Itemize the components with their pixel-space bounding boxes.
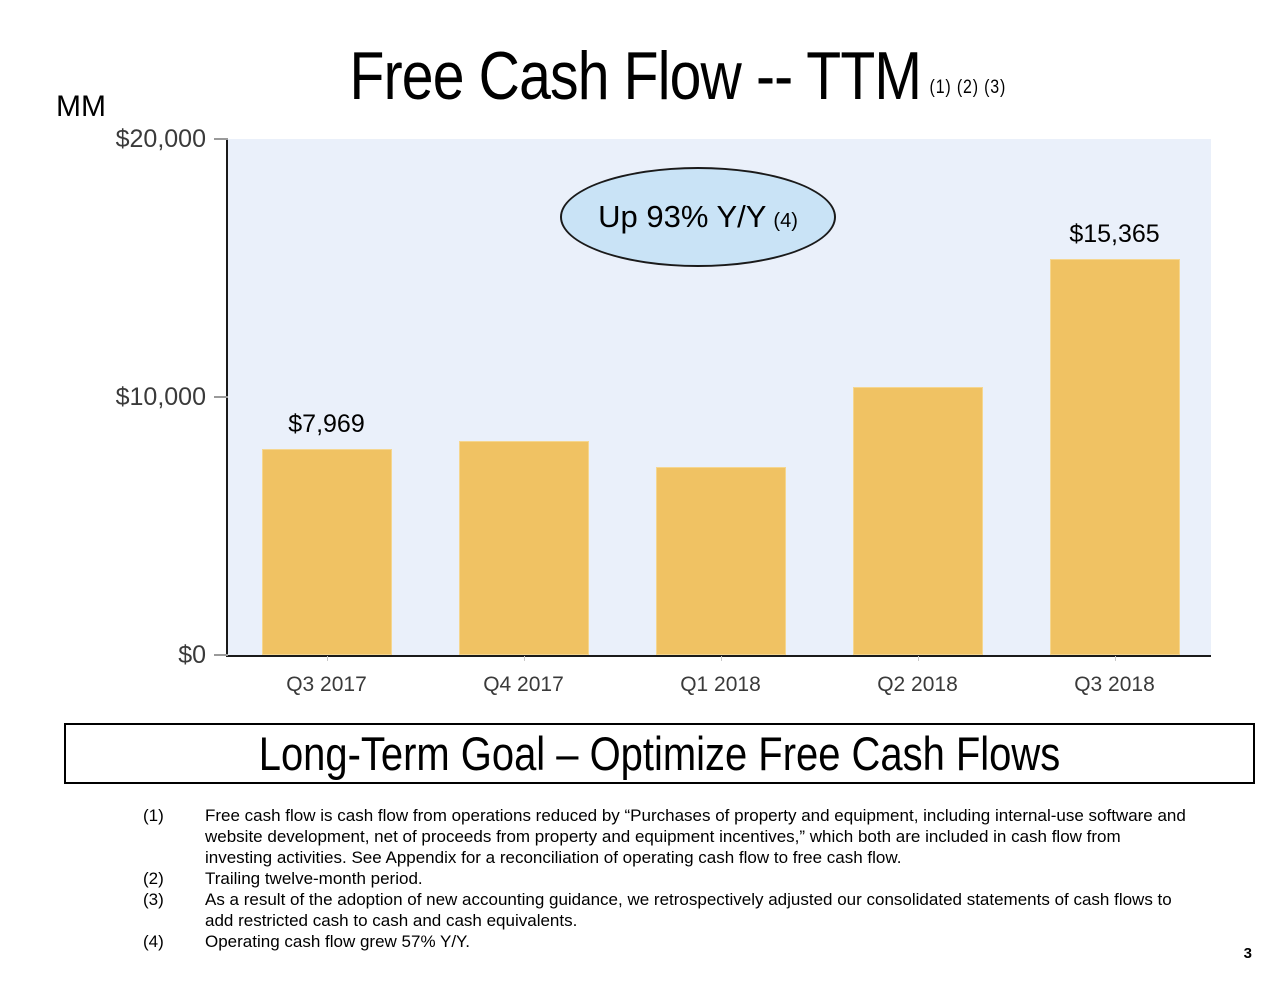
footnote-number: (2) [143,869,164,888]
bar-q3-2017 [261,449,392,655]
page-number: 3 [1243,945,1252,962]
footnote-item: (3) As a result of the adoption of new a… [143,889,1193,931]
y-axis-tick [214,654,228,656]
x-axis-label-q3-2017: Q3 2017 [286,673,367,696]
callout-text-group: Up 93% Y/Y (4) [598,199,798,235]
footnote-item: (4) Operating cash flow grew 57% Y/Y. [143,931,1193,952]
x-axis-label-q2-2018: Q2 2018 [877,673,958,696]
footnote-item: (1) Free cash flow is cash flow from ope… [143,805,1193,868]
bar-value-label-q3-2017: $7,969 [288,410,365,438]
footnote-text: As a result of the adoption of new accou… [205,890,1172,930]
bar-q4-2017 [458,441,589,655]
y-axis-label: $20,000 [115,125,206,153]
goal-banner-text: Long-Term Goal – Optimize Free Cash Flow… [258,727,1061,780]
footnote-text: Free cash flow is cash flow from operati… [205,806,1186,867]
x-axis-tick [1114,656,1116,661]
x-axis-label-q3-2018: Q3 2018 [1074,673,1155,696]
bar-q3-2018 [1049,259,1180,655]
slide-title-row: Free Cash Flow -- TTM (1) (2) (3) [0,42,1280,110]
y-axis-units-label: MM [56,90,106,123]
footnote-number: (1) [143,806,164,825]
footnote-number: (3) [143,890,164,909]
bar-chart: Up 93% Y/Y (4) $7,969 Q3 2017 Q4 2017 Q1 201… [116,125,1211,696]
footnotes-list: (1) Free cash flow is cash flow from ope… [143,805,1193,952]
x-axis-tick [326,656,328,661]
x-axis-label-q4-2017: Q4 2017 [483,673,564,696]
bar-value-label-q3-2018: $15,365 [1069,220,1160,248]
footnote-item: (2) Trailing twelve-month period. [143,868,1193,889]
page-title: Free Cash Flow -- TTM [349,38,922,114]
y-axis-label: $0 [178,641,206,669]
title-footnote-refs: (1) (2) (3) [929,77,1007,98]
footnote-number: (4) [143,932,164,951]
x-axis-tick [523,656,525,661]
x-axis-tick [917,656,919,661]
footnote-text: Trailing twelve-month period. [205,869,423,888]
footnote-text: Operating cash flow grew 57% Y/Y. [205,932,470,951]
x-axis-tick [720,656,722,661]
y-axis-tick [214,396,228,398]
callout-ellipse: Up 93% Y/Y (4) [560,167,836,267]
y-axis-tick [214,138,228,140]
y-axis-label: $10,000 [115,383,206,411]
bar-q1-2018 [655,467,786,655]
bar-q2-2018 [852,387,983,655]
goal-banner: Long-Term Goal – Optimize Free Cash Flow… [64,723,1255,784]
title-group: Free Cash Flow -- TTM (1) (2) (3) [350,42,1007,110]
callout-text: Up 93% Y/Y [598,199,767,234]
callout-footnote-ref: (4) [773,210,798,232]
x-axis-label-q1-2018: Q1 2018 [680,673,761,696]
